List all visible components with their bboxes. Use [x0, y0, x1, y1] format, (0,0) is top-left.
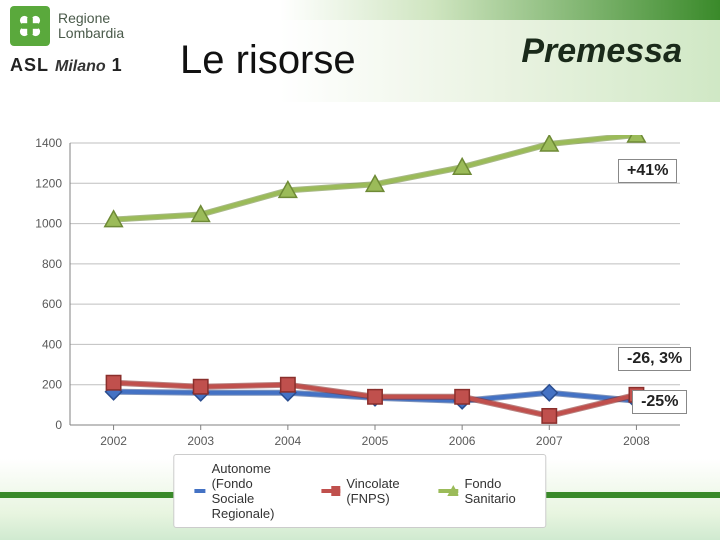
asl-number: 1 — [112, 55, 122, 76]
legend-marker-icon — [438, 484, 458, 498]
lombardia-rose-icon — [10, 6, 50, 46]
brand-logo: Regione Lombardia — [10, 6, 124, 46]
svg-text:2006: 2006 — [449, 434, 476, 448]
chart-annotation: +41% — [618, 159, 677, 183]
svg-text:1200: 1200 — [35, 176, 62, 190]
page-subtitle: Premessa — [521, 32, 682, 71]
brand-line1: Regione — [58, 11, 124, 26]
svg-text:800: 800 — [42, 257, 62, 271]
legend-item: Fondo Sanitario — [438, 476, 525, 506]
svg-text:2004: 2004 — [275, 434, 302, 448]
legend-label: Vincolate (FNPS) — [346, 476, 410, 506]
header: Regione Lombardia ASL Milano 1 Le risors… — [0, 0, 720, 100]
svg-text:2003: 2003 — [187, 434, 214, 448]
svg-text:2005: 2005 — [362, 434, 389, 448]
legend-item: Vincolate (FNPS) — [321, 476, 410, 506]
chart-legend: Autonome (Fondo Sociale Regionale) Vincol… — [173, 454, 546, 528]
svg-text:2007: 2007 — [536, 434, 563, 448]
page: Regione Lombardia ASL Milano 1 Le risors… — [0, 0, 720, 540]
svg-text:200: 200 — [42, 378, 62, 392]
asl-label: ASL — [10, 55, 49, 76]
svg-text:1400: 1400 — [35, 136, 62, 150]
svg-text:400: 400 — [42, 337, 62, 351]
svg-text:2002: 2002 — [100, 434, 127, 448]
svg-text:2008: 2008 — [623, 434, 650, 448]
header-gradient-top — [280, 0, 720, 20]
asl-city: Milano — [55, 58, 106, 76]
chart-annotation: -25% — [632, 390, 687, 414]
asl-logo: ASL Milano 1 — [10, 55, 122, 76]
svg-text:0: 0 — [55, 418, 62, 432]
brand-line2: Lombardia — [58, 26, 124, 41]
legend-marker-icon — [194, 484, 205, 498]
line-chart: 0 200 400 600 800 1000 1200 1400 2002 2003 2004 200… — [20, 135, 700, 455]
chart-svg: 0 200 400 600 800 1000 1200 1400 2002 2003 2004 200… — [20, 135, 700, 455]
page-title: Le risorse — [180, 38, 356, 83]
legend-item: Autonome (Fondo Sociale Regionale) — [194, 461, 293, 521]
chart-annotation: -26, 3% — [618, 347, 691, 371]
legend-marker-icon — [321, 484, 340, 498]
legend-label: Autonome (Fondo Sociale Regionale) — [212, 461, 294, 521]
svg-text:600: 600 — [42, 297, 62, 311]
svg-text:1000: 1000 — [35, 217, 62, 231]
legend-label: Fondo Sanitario — [464, 476, 525, 506]
